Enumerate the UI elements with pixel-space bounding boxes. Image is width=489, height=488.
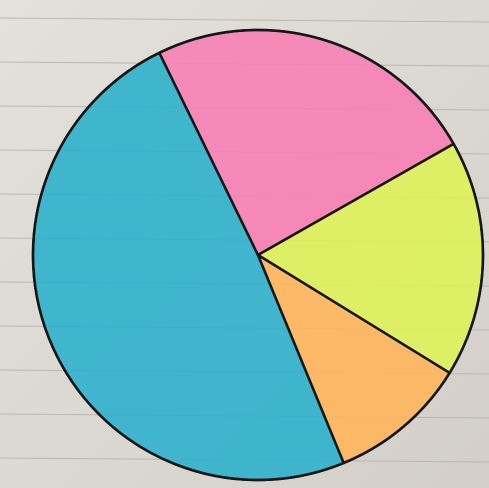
pie (31, 28, 485, 482)
pie-outline (31, 28, 485, 482)
